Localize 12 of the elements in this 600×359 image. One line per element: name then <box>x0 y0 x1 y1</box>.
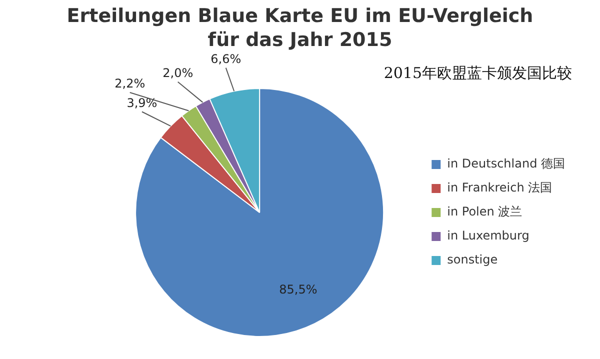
legend-label: in Polen 波兰 <box>447 204 522 219</box>
legend-label: in Luxemburg <box>447 228 530 243</box>
data-label: 2,0% <box>162 66 194 80</box>
legend-label: sonstige <box>447 252 498 267</box>
data-label: 2,2% <box>114 76 146 91</box>
chart-title: Erteilungen Blaue Karte EU im EU-Vergleich für das Jahr 2015 <box>66 4 534 52</box>
data-label: 85,5% <box>279 282 318 296</box>
legend-label: in Deutschland 德国 <box>447 156 566 171</box>
data-label: 6,6% <box>210 52 242 66</box>
legend-label: in Frankreich 法国 <box>447 180 552 195</box>
data-label: 3,9% <box>126 96 158 110</box>
text: 2015年欧盟蓝卡颁发国比较 <box>384 64 572 83</box>
